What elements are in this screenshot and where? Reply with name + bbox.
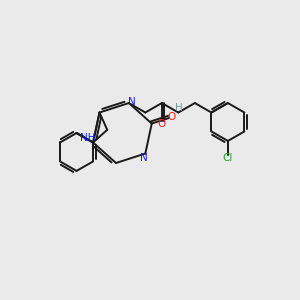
Text: Cl: Cl (223, 153, 233, 163)
Text: NH: NH (80, 133, 96, 143)
Text: N: N (140, 153, 148, 163)
Text: N: N (128, 97, 136, 107)
Text: H: H (176, 103, 183, 113)
Text: O: O (158, 119, 166, 129)
Text: O: O (168, 112, 176, 122)
